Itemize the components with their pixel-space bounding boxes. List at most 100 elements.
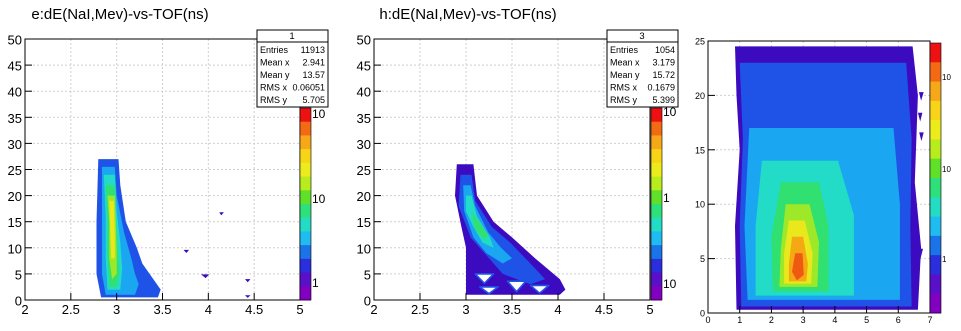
stats-value: 5.705 — [302, 95, 325, 105]
x-tick-label: 3.5 — [503, 302, 521, 317]
palette-swatch — [300, 286, 311, 301]
palette-swatch — [651, 108, 662, 123]
color-palette: 10 10 1 — [929, 42, 951, 314]
stats-rows: Entries 11913 Mean x 2.941 Mean y 13.57 RMS x 0… — [260, 45, 325, 105]
y-tick-label: 5 — [364, 267, 371, 282]
palette-swatch — [300, 108, 311, 123]
contour-region — [245, 279, 251, 283]
y-tick-label: 20 — [357, 189, 371, 204]
palette-frame — [929, 42, 942, 314]
x-tick-label: 2 — [370, 302, 377, 317]
palette-swatch — [651, 162, 662, 178]
stats-label: Mean x — [610, 58, 640, 68]
palette-swatch — [930, 216, 941, 237]
x-tick-label: 5 — [864, 315, 869, 325]
palette-swatch — [651, 204, 662, 219]
x-tick-label: 6 — [896, 315, 901, 325]
palette-label: 1 — [942, 255, 947, 264]
palette-swatch — [930, 197, 941, 218]
chart-panel-e: e:dE(NaI,Mev)-vs-TOF(ns) 2 2.5 3 3.5 4 4.5 5 0… — [8, 6, 329, 317]
palette-swatch — [651, 190, 662, 205]
contour-region — [918, 92, 924, 101]
x-tick-label: 7 — [927, 315, 932, 325]
palette-swatch — [300, 245, 311, 260]
x-tick-label: 4.5 — [595, 302, 613, 317]
y-tick-label: 0 — [15, 294, 22, 309]
color-palette: 10 1 10 — [650, 105, 677, 301]
palette-swatch — [300, 217, 311, 232]
contour-region — [109, 200, 115, 259]
contour-regions — [735, 46, 924, 310]
contour-region — [471, 211, 489, 240]
palette-swatch — [651, 135, 662, 150]
palette-label: 1 — [312, 276, 319, 290]
chart-title: h:dE(NaI,Mev)-vs-TOF(ns) — [379, 6, 556, 23]
y-tick-label: 15 — [357, 215, 371, 230]
x-tick-label: 5 — [296, 302, 303, 317]
stats-value: 3.179 — [652, 58, 675, 68]
stats-name: 1 — [289, 31, 294, 42]
chart-title: e:dE(NaI,Mev)-vs-TOF(ns) — [31, 6, 208, 23]
stats-label: RMS x — [260, 83, 288, 93]
y-tick-label: 50 — [357, 33, 371, 48]
x-tick-label: 4 — [554, 302, 561, 317]
y-tick-label: 25 — [695, 37, 705, 47]
stats-label: RMS y — [260, 95, 288, 105]
y-tick-label: 10 — [357, 241, 371, 256]
y-tick-label: 20 — [8, 189, 22, 204]
chart-panel-h: h:dE(NaI,Mev)-vs-TOF(ns) 2 2.5 3 3.5 4 4.5 5 0… — [357, 6, 679, 317]
y-tick-label: 45 — [357, 59, 371, 74]
x-tick-label: 4 — [832, 315, 837, 325]
palette-label: 10 — [312, 192, 326, 206]
x-axis-ticks: 0 1 2 3 4 5 6 7 — [705, 306, 933, 325]
x-axis-ticks: 2 2.5 3 3.5 4 4.5 5 — [370, 293, 654, 317]
palette-swatch — [651, 258, 662, 274]
stats-value: 11913 — [301, 45, 325, 55]
palette-swatch — [300, 121, 311, 136]
palette-swatch — [930, 255, 941, 275]
x-tick-label: 4 — [205, 302, 212, 317]
palette-swatch — [300, 149, 311, 164]
palette-frame — [650, 107, 663, 301]
contour-region — [201, 274, 210, 279]
palette-label: 10 — [312, 107, 326, 121]
contour-region — [478, 286, 500, 295]
contour-region — [219, 212, 224, 216]
stats-value: 2.941 — [302, 58, 325, 68]
y-axis-ticks: 0 5 10 15 20 25 30 35 40 45 50 — [8, 33, 32, 309]
palette-swatch — [651, 176, 662, 191]
x-tick-label: 2 — [21, 302, 28, 317]
palette-swatch — [651, 217, 662, 232]
x-tick-label: 2.5 — [411, 302, 429, 317]
palette-swatch — [930, 100, 941, 121]
palette-swatch — [651, 231, 662, 246]
stats-value: 15.72 — [652, 70, 675, 80]
stats-value: 13.57 — [302, 70, 325, 80]
contour-region — [919, 132, 924, 142]
palette-swatch — [930, 178, 941, 198]
stats-label: Mean y — [260, 70, 290, 80]
palette-swatch — [651, 286, 662, 301]
palette-swatch — [930, 158, 941, 179]
x-tick-label: 2 — [769, 315, 774, 325]
contour-region — [245, 295, 251, 298]
contour-region — [529, 284, 550, 295]
stats-value: 5.399 — [652, 95, 675, 105]
palette-swatch — [651, 149, 662, 164]
y-tick-label: 50 — [8, 33, 22, 48]
palette-swatch — [930, 139, 941, 160]
palette-swatch — [930, 120, 941, 140]
contour-region — [474, 273, 495, 285]
palette-swatch — [930, 62, 941, 83]
stats-label: Entries — [260, 45, 289, 55]
x-tick-label: 2.5 — [62, 302, 80, 317]
y-tick-label: 35 — [357, 111, 371, 126]
contour-region — [506, 280, 527, 293]
contour-region — [455, 164, 566, 295]
y-tick-label: 5 — [15, 267, 22, 282]
palette-swatch — [300, 231, 311, 246]
y-tick-label: 5 — [700, 254, 705, 264]
stats-label: RMS x — [610, 83, 638, 93]
palette-swatch — [300, 176, 311, 191]
